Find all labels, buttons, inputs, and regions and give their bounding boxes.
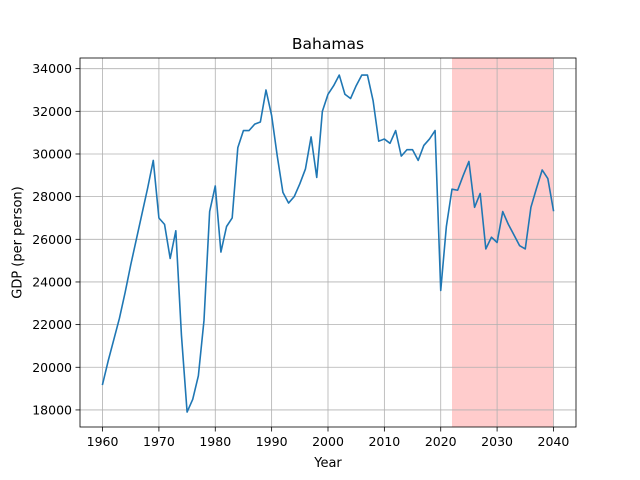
- y-tick-label: 34000: [32, 61, 72, 76]
- y-tick-label: 28000: [32, 189, 72, 204]
- x-axis-label: Year: [313, 456, 342, 471]
- x-tick-label: 2010: [368, 434, 400, 449]
- x-tick-label: 2040: [538, 434, 570, 449]
- x-tick-label: 1970: [143, 434, 175, 449]
- chart-title: Bahamas: [292, 35, 364, 53]
- tick-layer: 1960 1970 1980 1990 2000 2010 2020 2030 2040 1800…: [32, 61, 569, 449]
- forecast-highlight-band: [452, 58, 554, 427]
- x-tick-label: 2000: [312, 434, 344, 449]
- y-tick-label: 22000: [32, 317, 72, 332]
- x-tick-label: 1990: [256, 434, 288, 449]
- y-axis-label: GDP (per person): [11, 186, 26, 299]
- y-tick-label: 26000: [32, 232, 72, 247]
- y-tick-label: 18000: [32, 402, 72, 417]
- y-tick-label: 20000: [32, 360, 72, 375]
- series-line: [101, 74, 555, 413]
- x-tick-label: 2020: [425, 434, 457, 449]
- y-tick-label: 24000: [32, 274, 72, 289]
- x-tick-label: 1960: [87, 434, 119, 449]
- y-tick-label: 32000: [32, 104, 72, 119]
- x-tick-label: 2030: [481, 434, 513, 449]
- y-tick-label: 30000: [32, 146, 72, 161]
- x-tick-label: 1980: [199, 434, 231, 449]
- series-layer: [101, 74, 555, 413]
- forecast-highlight-layer: [452, 58, 554, 427]
